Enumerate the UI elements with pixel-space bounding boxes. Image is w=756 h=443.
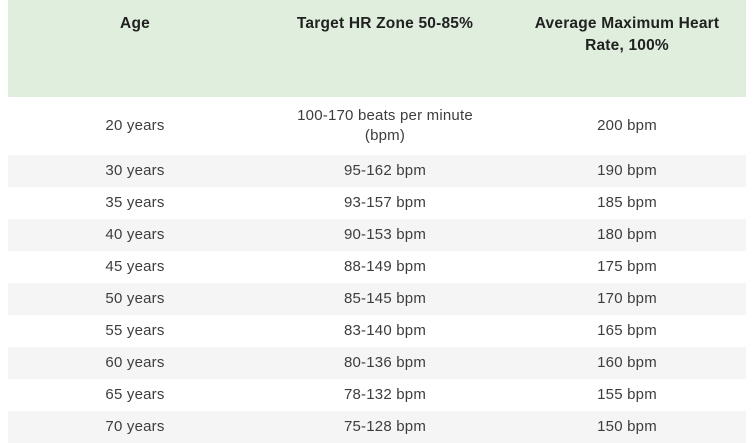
table-cell-max-rate: 160 bpm — [508, 347, 746, 379]
table-row: 35 years 93-157 bpm 185 bpm — [8, 187, 746, 219]
heart-rate-table: Age Target HR Zone 50-85% Average Maximu… — [8, 0, 746, 443]
table-cell-target-zone: 85-145 bpm — [262, 283, 508, 315]
table-cell-target-zone: 95-162 bpm — [262, 155, 508, 187]
table-cell-target-zone: 75-128 bpm — [262, 411, 508, 443]
table-cell-max-rate: 190 bpm — [508, 155, 746, 187]
table-cell-target-zone: 93-157 bpm — [343, 193, 427, 211]
table-cell-max-rate: 165 bpm — [597, 321, 657, 339]
table-row: 55 years 83-140 bpm 165 bpm — [8, 315, 746, 347]
table-cell-age: 60 years — [8, 347, 262, 379]
table-cell-age: 65 years — [105, 385, 165, 403]
column-header-age: Age — [8, 0, 262, 97]
table-cell-age: 30 years — [8, 155, 262, 187]
table-header: Age Target HR Zone 50-85% Average Maximu… — [8, 0, 746, 97]
table-cell-max-rate: 150 bpm — [508, 411, 746, 443]
table-body: 20 years 100-170 beats per minute (bpm) … — [8, 97, 746, 443]
table-cell-age: 50 years — [8, 283, 262, 315]
table-cell-target-zone: 88-149 bpm — [343, 257, 427, 275]
header-row: Age Target HR Zone 50-85% Average Maximu… — [8, 0, 746, 97]
table-row: 40 years 90-153 bpm 180 bpm — [8, 219, 746, 251]
table-cell-age: 35 years — [105, 193, 165, 211]
table-row: 30 years 95-162 bpm 190 bpm — [8, 155, 746, 187]
table-cell-age: 70 years — [8, 411, 262, 443]
table-cell-target-zone: 90-153 bpm — [262, 219, 508, 251]
table-cell-max-rate: 155 bpm — [597, 385, 657, 403]
table-cell-target-zone: 83-140 bpm — [343, 321, 427, 339]
table-cell-max-rate: 185 bpm — [597, 193, 657, 211]
column-header-average-max-heart-rate: Average Maximum Heart Rate, 100% — [508, 0, 746, 97]
column-header-target-hr-zone: Target HR Zone 50-85% — [262, 0, 508, 97]
table-cell-target-zone: 100-170 beats per minute (bpm) — [262, 97, 508, 155]
table-cell-max-rate: 170 bpm — [508, 283, 746, 315]
table-cell-target-zone-text: 100-170 beats per minute (bpm) — [297, 106, 473, 144]
table-cell-age: 20 years — [105, 116, 165, 134]
heart-rate-table-container: Age Target HR Zone 50-85% Average Maximu… — [8, 0, 746, 443]
table-cell-max-rate: 175 bpm — [597, 257, 657, 275]
table-cell-max-rate: 200 bpm — [597, 116, 657, 134]
table-row: 50 years 85-145 bpm 170 bpm — [8, 283, 746, 315]
table-cell-max-rate: 180 bpm — [508, 219, 746, 251]
table-row: 70 years 75-128 bpm 150 bpm — [8, 411, 746, 443]
table-cell-age: 55 years — [105, 321, 165, 339]
table-cell-target-zone: 80-136 bpm — [262, 347, 508, 379]
table-cell-target-zone: 78-132 bpm — [343, 385, 427, 403]
table-row: 45 years 88-149 bpm 175 bpm — [8, 251, 746, 283]
table-row: 60 years 80-136 bpm 160 bpm — [8, 347, 746, 379]
table-cell-age: 45 years — [105, 257, 165, 275]
table-row: 65 years 78-132 bpm 155 bpm — [8, 379, 746, 411]
table-cell-age: 40 years — [8, 219, 262, 251]
table-row: 20 years 100-170 beats per minute (bpm) … — [8, 97, 746, 155]
column-header-average-max-heart-rate-label: Average Maximum Heart Rate, 100% — [534, 15, 720, 55]
